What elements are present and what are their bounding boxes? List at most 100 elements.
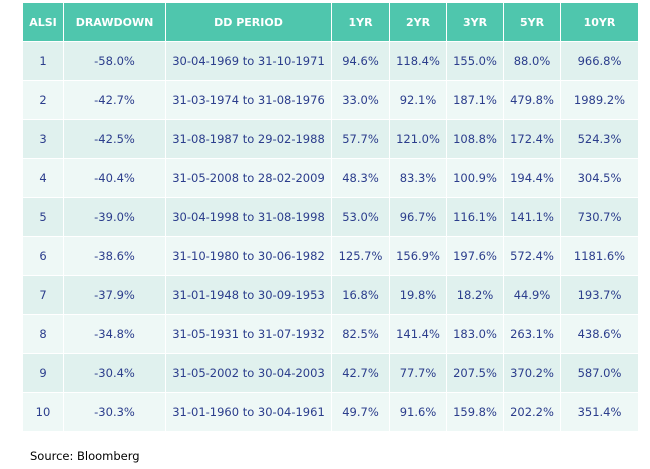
cell-3yr: 116.1% [447, 197, 504, 236]
cell-dd-period: 31-10-1980 to 30-06-1982 [166, 236, 332, 275]
cell-1yr: 82.5% [332, 314, 390, 353]
cell-dd-period: 31-01-1948 to 30-09-1953 [166, 275, 332, 314]
cell-2yr: 77.7% [390, 353, 447, 392]
header-10yr: 10YR [561, 3, 638, 41]
cell-10yr: 438.6% [561, 314, 638, 353]
table-row: 6 -38.6% 31-10-1980 to 30-06-1982 125.7% 156… [23, 236, 638, 275]
cell-10yr: 1989.2% [561, 80, 638, 119]
cell-alsi: 6 [23, 236, 64, 275]
cell-10yr: 193.7% [561, 275, 638, 314]
cell-2yr: 156.9% [390, 236, 447, 275]
cell-10yr: 587.0% [561, 353, 638, 392]
cell-3yr: 108.8% [447, 119, 504, 158]
cell-2yr: 92.1% [390, 80, 447, 119]
cell-5yr: 479.8% [504, 80, 561, 119]
cell-10yr: 730.7% [561, 197, 638, 236]
cell-alsi: 9 [23, 353, 64, 392]
cell-3yr: 187.1% [447, 80, 504, 119]
header-drawdown: DRAWDOWN [64, 3, 166, 41]
cell-5yr: 172.4% [504, 119, 561, 158]
cell-1yr: 94.6% [332, 41, 390, 80]
cell-1yr: 57.7% [332, 119, 390, 158]
cell-2yr: 19.8% [390, 275, 447, 314]
cell-dd-period: 30-04-1998 to 31-08-1998 [166, 197, 332, 236]
table-row: 1 -58.0% 30-04-1969 to 31-10-1971 94.6% 118.… [23, 41, 638, 80]
table-row: 9 -30.4% 31-05-2002 to 30-04-2003 42.7% 77.7… [23, 353, 638, 392]
cell-drawdown: -34.8% [64, 314, 166, 353]
cell-3yr: 18.2% [447, 275, 504, 314]
header-3yr: 3YR [447, 3, 504, 41]
cell-drawdown: -30.4% [64, 353, 166, 392]
cell-5yr: 370.2% [504, 353, 561, 392]
drawdown-table: ALSI DRAWDOWN DD PERIOD 1YR 2YR 3YR 5YR … [23, 3, 638, 431]
cell-3yr: 197.6% [447, 236, 504, 275]
cell-alsi: 2 [23, 80, 64, 119]
cell-alsi: 5 [23, 197, 64, 236]
cell-dd-period: 31-05-2008 to 28-02-2009 [166, 158, 332, 197]
header-2yr: 2YR [390, 3, 447, 41]
header-row: ALSI DRAWDOWN DD PERIOD 1YR 2YR 3YR 5YR … [23, 3, 638, 41]
header-alsi: ALSI [23, 3, 64, 41]
cell-2yr: 83.3% [390, 158, 447, 197]
cell-5yr: 194.4% [504, 158, 561, 197]
cell-5yr: 44.9% [504, 275, 561, 314]
cell-10yr: 966.8% [561, 41, 638, 80]
cell-alsi: 7 [23, 275, 64, 314]
table-row: 2 -42.7% 31-03-1974 to 31-08-1976 33.0% 92.1… [23, 80, 638, 119]
cell-dd-period: 31-01-1960 to 30-04-1961 [166, 392, 332, 431]
cell-alsi: 4 [23, 158, 64, 197]
cell-drawdown: -30.3% [64, 392, 166, 431]
cell-drawdown: -42.5% [64, 119, 166, 158]
cell-1yr: 48.3% [332, 158, 390, 197]
header-1yr: 1YR [332, 3, 390, 41]
cell-1yr: 42.7% [332, 353, 390, 392]
cell-5yr: 141.1% [504, 197, 561, 236]
table-row: 5 -39.0% 30-04-1998 to 31-08-1998 53.0% 96.7… [23, 197, 638, 236]
cell-10yr: 351.4% [561, 392, 638, 431]
cell-5yr: 572.4% [504, 236, 561, 275]
cell-alsi: 10 [23, 392, 64, 431]
cell-dd-period: 31-03-1974 to 31-08-1976 [166, 80, 332, 119]
cell-3yr: 100.9% [447, 158, 504, 197]
cell-2yr: 91.6% [390, 392, 447, 431]
header-5yr: 5YR [504, 3, 561, 41]
cell-alsi: 8 [23, 314, 64, 353]
cell-1yr: 49.7% [332, 392, 390, 431]
table-body: 1 -58.0% 30-04-1969 to 31-10-1971 94.6% 118.… [23, 41, 638, 431]
table-row: 3 -42.5% 31-08-1987 to 29-02-1988 57.7% 121.… [23, 119, 638, 158]
cell-1yr: 16.8% [332, 275, 390, 314]
header-dd-period: DD PERIOD [166, 3, 332, 41]
cell-3yr: 159.8% [447, 392, 504, 431]
cell-1yr: 53.0% [332, 197, 390, 236]
cell-drawdown: -40.4% [64, 158, 166, 197]
cell-5yr: 202.2% [504, 392, 561, 431]
cell-drawdown: -38.6% [64, 236, 166, 275]
cell-dd-period: 31-05-2002 to 30-04-2003 [166, 353, 332, 392]
cell-5yr: 263.1% [504, 314, 561, 353]
cell-alsi: 3 [23, 119, 64, 158]
cell-10yr: 1181.6% [561, 236, 638, 275]
cell-3yr: 183.0% [447, 314, 504, 353]
cell-2yr: 141.4% [390, 314, 447, 353]
table-row: 10 -30.3% 31-01-1960 to 30-04-1961 49.7% 91.… [23, 392, 638, 431]
cell-10yr: 524.3% [561, 119, 638, 158]
cell-dd-period: 31-08-1987 to 29-02-1988 [166, 119, 332, 158]
cell-2yr: 96.7% [390, 197, 447, 236]
table-row: 4 -40.4% 31-05-2008 to 28-02-2009 48.3% 83.3… [23, 158, 638, 197]
cell-drawdown: -42.7% [64, 80, 166, 119]
cell-3yr: 155.0% [447, 41, 504, 80]
cell-drawdown: -58.0% [64, 41, 166, 80]
cell-10yr: 304.5% [561, 158, 638, 197]
cell-alsi: 1 [23, 41, 64, 80]
cell-drawdown: -37.9% [64, 275, 166, 314]
cell-1yr: 33.0% [332, 80, 390, 119]
cell-1yr: 125.7% [332, 236, 390, 275]
source-note: Source: Bloomberg [30, 449, 140, 463]
cell-dd-period: 31-05-1931 to 31-07-1932 [166, 314, 332, 353]
cell-2yr: 121.0% [390, 119, 447, 158]
cell-3yr: 207.5% [447, 353, 504, 392]
table-row: 7 -37.9% 31-01-1948 to 30-09-1953 16.8% 19.8… [23, 275, 638, 314]
cell-dd-period: 30-04-1969 to 31-10-1971 [166, 41, 332, 80]
cell-2yr: 118.4% [390, 41, 447, 80]
